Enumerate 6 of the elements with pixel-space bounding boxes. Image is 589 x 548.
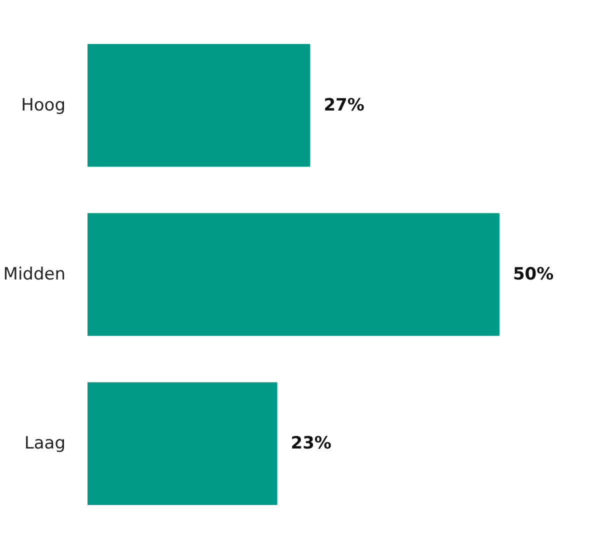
data-label: 50% <box>512 264 554 284</box>
data-label: 27% <box>324 95 364 116</box>
y-tick-label: Hoog <box>21 95 66 116</box>
y-tick-label: Laag <box>24 434 66 454</box>
data-label: 23% <box>290 434 332 454</box>
y-tick-label: Midden <box>3 264 66 284</box>
